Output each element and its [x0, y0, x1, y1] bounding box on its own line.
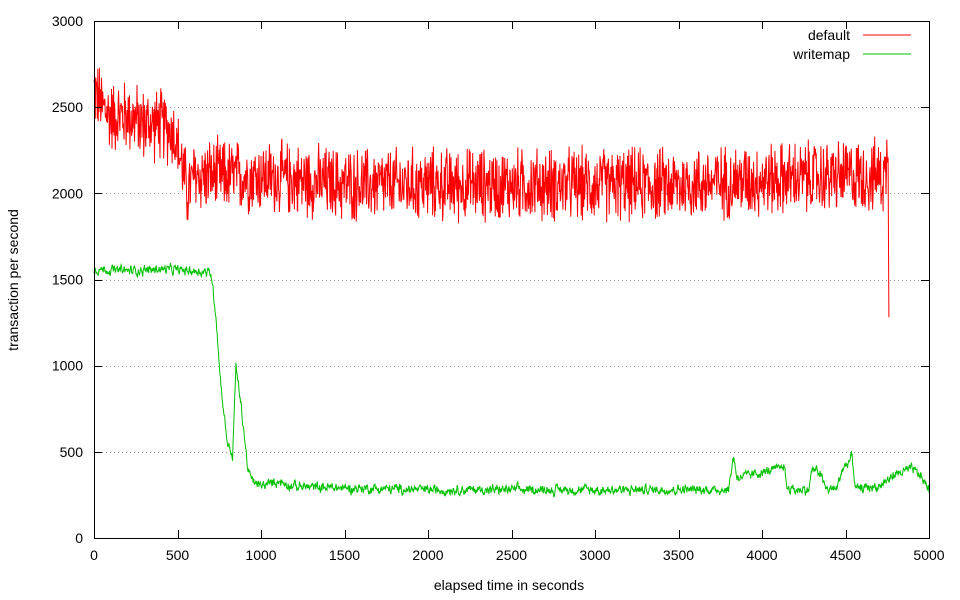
y-tick-label: 500 [60, 444, 84, 460]
legend-label-default: default [808, 27, 850, 43]
legend-label-writemap: writemap [792, 46, 850, 62]
x-tick-label: 5000 [913, 547, 944, 563]
x-tick-label: 500 [166, 547, 190, 563]
x-tick-labels: 0 500 1000 1500 2000 2500 3000 3500 4000 4500 5000 [90, 547, 945, 563]
series-line-default [93, 67, 890, 318]
y-tick-label: 2500 [52, 99, 83, 115]
x-axis-label: elapsed time in seconds [434, 577, 584, 593]
x-tick-label: 4000 [746, 547, 777, 563]
series-line-writemap [93, 262, 930, 498]
y-tick-label: 1500 [52, 272, 83, 288]
y-tick-label: 0 [75, 530, 83, 546]
series-layer [93, 67, 930, 498]
x-tick-label: 1000 [245, 547, 276, 563]
axis-ticks [94, 21, 930, 539]
x-tick-label: 4500 [830, 547, 861, 563]
y-tick-label: 2000 [52, 185, 83, 201]
y-tick-labels: 0 500 1000 1500 2000 2500 3000 [52, 13, 83, 546]
y-axis-label: transaction per second [5, 209, 21, 351]
legend: default writemap [792, 27, 911, 62]
x-tick-label: 1500 [329, 547, 360, 563]
x-tick-label: 2500 [496, 547, 527, 563]
x-tick-label: 3000 [579, 547, 610, 563]
x-tick-label: 3500 [663, 547, 694, 563]
y-tick-label: 1000 [52, 358, 83, 374]
x-tick-label: 0 [90, 547, 98, 563]
x-tick-label: 2000 [412, 547, 443, 563]
y-tick-label: 3000 [52, 13, 83, 29]
